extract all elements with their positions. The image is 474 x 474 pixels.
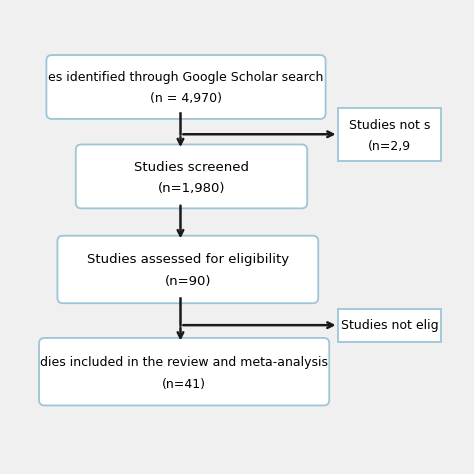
FancyBboxPatch shape <box>338 108 441 161</box>
FancyBboxPatch shape <box>46 55 326 119</box>
FancyBboxPatch shape <box>338 309 441 342</box>
Text: es identified through Google Scholar search: es identified through Google Scholar sea… <box>48 72 324 84</box>
Text: Studies not s: Studies not s <box>349 119 430 132</box>
Text: Studies assessed for eligibility: Studies assessed for eligibility <box>87 254 289 266</box>
FancyBboxPatch shape <box>39 338 329 405</box>
Text: (n=2,9: (n=2,9 <box>368 139 411 153</box>
Text: Studies not elig: Studies not elig <box>341 319 438 332</box>
Text: (n = 4,970): (n = 4,970) <box>150 92 222 105</box>
FancyBboxPatch shape <box>57 236 318 303</box>
Text: dies included in the review and meta-analysis: dies included in the review and meta-ana… <box>40 356 328 369</box>
Text: (n=41): (n=41) <box>162 378 206 391</box>
Text: (n=1,980): (n=1,980) <box>158 182 225 194</box>
FancyBboxPatch shape <box>76 145 307 209</box>
Text: (n=90): (n=90) <box>164 275 211 288</box>
Text: Studies screened: Studies screened <box>134 161 249 174</box>
